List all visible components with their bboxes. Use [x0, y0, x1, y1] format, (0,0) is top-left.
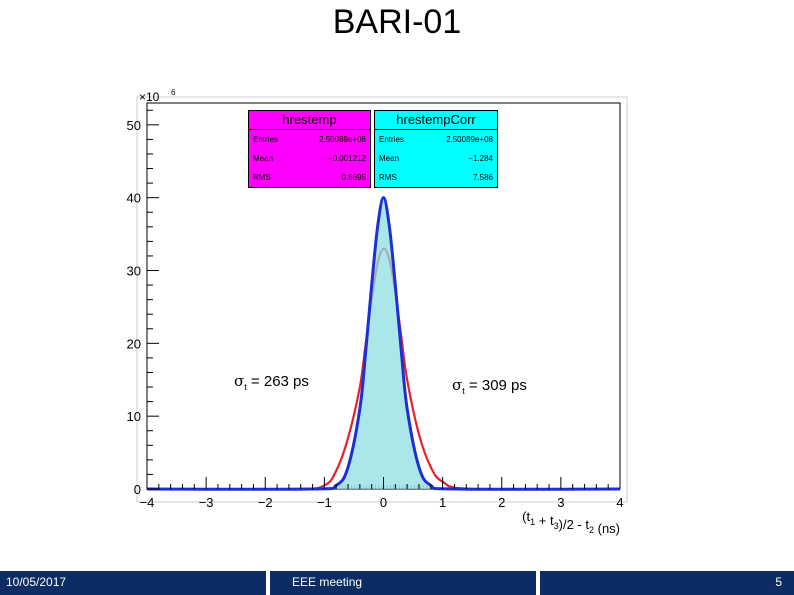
sigma-subscript: t: [462, 386, 465, 396]
footer-date-text: 10/05/2017: [6, 575, 67, 589]
y-multiplier-exponent: 6: [171, 88, 176, 97]
stats-label: RMS: [379, 173, 397, 182]
sigma-annotation-right: σt = 309 ps: [452, 376, 527, 396]
y-tick-label: 20: [127, 336, 141, 351]
footer-center: EEE meeting: [270, 571, 536, 595]
series-line-hrestempCorr: [146, 196, 621, 491]
stats-label: Mean: [253, 154, 274, 163]
stats-label: Mean: [379, 154, 400, 163]
y-tick-label: 40: [127, 191, 141, 206]
y-tick-label: 50: [127, 118, 141, 133]
stats-value: 2.50089e+08: [319, 135, 366, 144]
footer-page: 5: [540, 571, 794, 595]
series-fill-hrestempCorr: [147, 197, 620, 490]
footer-center-text: EEE meeting: [292, 575, 363, 589]
x-tick-label: 2: [498, 495, 505, 510]
stats-label: Entries: [253, 135, 278, 144]
x-tick-label: −1: [317, 495, 332, 510]
stats-value: −1.284: [468, 154, 493, 163]
stats-value: −0.001212: [327, 154, 366, 163]
sigma-subscript: t: [244, 382, 247, 392]
x-tick-label: −2: [258, 495, 273, 510]
y-tick-label: 0: [134, 482, 141, 497]
sigma-symbol: σ: [452, 376, 463, 394]
stats-box-title: hrestempCorr: [375, 111, 497, 130]
y-multiplier-label: ×10: [139, 90, 160, 104]
stats-value: 7.586: [472, 173, 493, 182]
stats-label: Entries: [379, 135, 404, 144]
y-tick-label: 30: [127, 264, 141, 279]
x-tick-label: 3: [557, 495, 564, 510]
slide-title: BARI-01: [332, 3, 462, 41]
y-tick-label: 10: [127, 409, 141, 424]
footer-page-number: 5: [775, 575, 782, 589]
stats-label: RMS: [253, 173, 271, 182]
x-tick-label: −4: [140, 495, 155, 510]
stats-value: 2.50089e+08: [446, 135, 493, 144]
x-axis-title: (t1 + t3)/2 - t2 (ns): [522, 509, 620, 536]
stats-box-hrestemp: hrestemp Entries 2.50089e+08 Mean −0.00121…: [248, 110, 371, 188]
x-tick-label: 1: [439, 495, 446, 510]
sigma-annotation-left: σt = 263 ps: [234, 372, 309, 392]
x-tick-label: −3: [199, 495, 214, 510]
sigma-value: = 263 ps: [246, 373, 309, 390]
stats-box-title: hrestemp: [249, 111, 370, 130]
footer-date: 10/05/2017: [0, 571, 266, 595]
sigma-symbol: σ: [234, 372, 245, 390]
x-tick-label: 4: [616, 495, 623, 510]
stats-box-hrestempcorr: hrestempCorr Entries 2.50089e+08 Mean −1.2…: [374, 110, 498, 188]
stats-value: 0.6695: [341, 173, 366, 182]
x-tick-label: 0: [380, 495, 387, 510]
sigma-value: = 309 ps: [464, 377, 527, 394]
